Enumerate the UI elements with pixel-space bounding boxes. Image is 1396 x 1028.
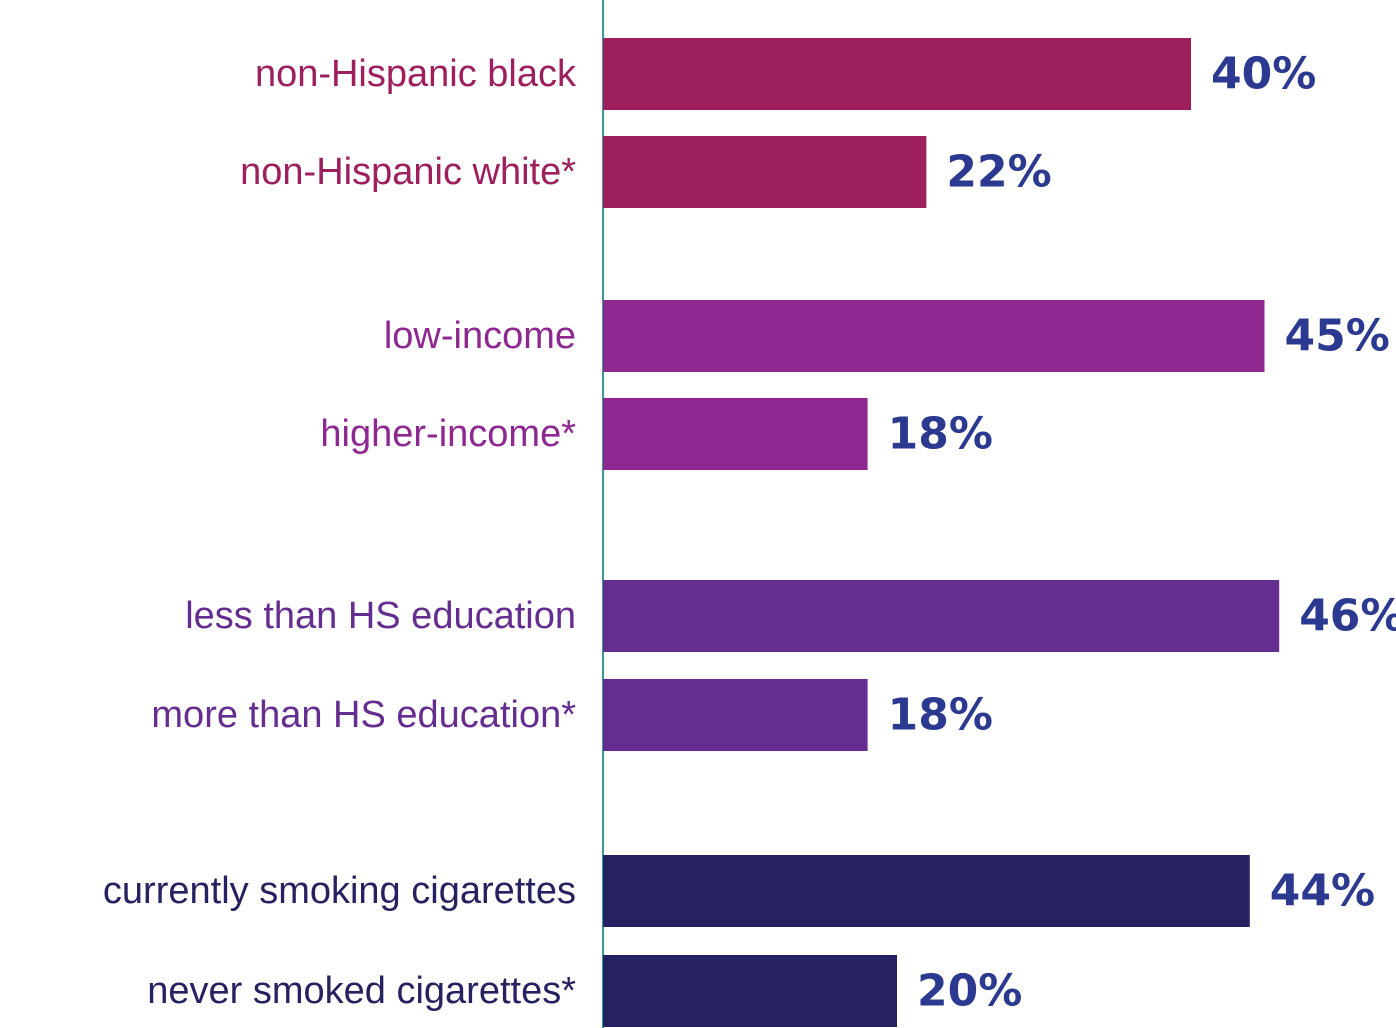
value-label: 18%	[888, 690, 993, 741]
category-label: non-Hispanic white*	[240, 151, 576, 193]
category-label: more than HS education*	[151, 694, 576, 736]
category-label: never smoked cigarettes*	[147, 970, 576, 1012]
value-label: 44%	[1270, 866, 1375, 917]
category-label: currently smoking cigarettes	[103, 870, 576, 912]
category-label: non-Hispanic black	[255, 53, 577, 95]
bar-3	[603, 300, 1265, 372]
bar-1	[603, 38, 1191, 110]
value-label: 18%	[888, 409, 993, 460]
category-label: higher-income*	[320, 413, 576, 455]
value-label: 22%	[946, 147, 1051, 198]
bar-6	[603, 679, 868, 751]
bar-5	[603, 580, 1280, 652]
bar-2	[603, 136, 927, 208]
category-label: low-income	[384, 315, 576, 357]
bar-8	[603, 955, 897, 1027]
value-label: 40%	[1211, 49, 1316, 100]
bars-layer: non-Hispanic black 40% non-Hispanic white*…	[103, 38, 1396, 1027]
category-label: less than HS education	[185, 595, 576, 637]
bar-4	[603, 398, 868, 470]
value-label: 20%	[917, 966, 1022, 1017]
value-label: 45%	[1285, 311, 1390, 362]
bar-7	[603, 855, 1250, 927]
value-label: 46%	[1299, 591, 1396, 642]
